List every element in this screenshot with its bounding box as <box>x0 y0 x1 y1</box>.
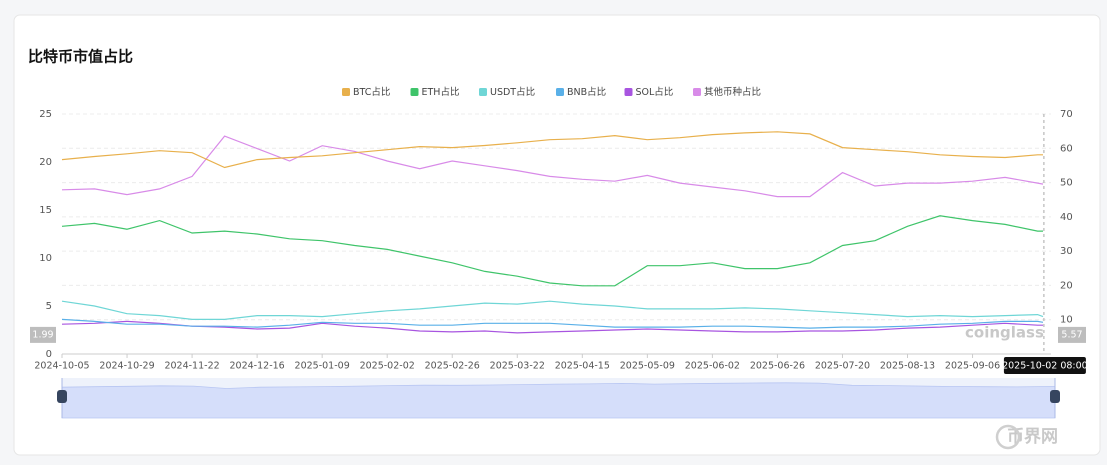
x-tick-label: 2025-06-26 <box>750 361 805 372</box>
crosshair-y-box <box>30 326 56 343</box>
y-tick-label: 20 <box>39 157 52 168</box>
crosshair-y2-label: 5.57 <box>1061 329 1082 340</box>
legend-swatch <box>479 88 487 96</box>
series-line <box>61 215 1043 287</box>
slider-area <box>61 382 1056 419</box>
series-line <box>61 135 1044 198</box>
y-tick-label: 25 <box>39 109 52 120</box>
slider-handle[interactable] <box>57 390 67 403</box>
y2-tick-label: 50 <box>1060 178 1073 189</box>
slider-handle[interactable] <box>1050 390 1060 403</box>
crosshair-y2-box <box>1058 326 1086 343</box>
y2-tick-label: 40 <box>1060 212 1073 223</box>
legend-label: BNB占比 <box>567 86 606 98</box>
x-tick-label: 2025-02-26 <box>425 361 480 372</box>
x-tick-label: 2025-05-09 <box>620 361 675 372</box>
y2-tick-label: 30 <box>1060 246 1073 257</box>
series-line <box>61 131 1043 169</box>
x-tick-label: 2025-03-22 <box>490 361 545 372</box>
y-tick-label: 10 <box>39 253 52 264</box>
legend-swatch <box>410 88 419 96</box>
crosshair-x-label: 2025-10-02 08:00 <box>1002 361 1088 372</box>
x-tick-label: 2025-07-20 <box>815 361 870 372</box>
series-line <box>61 320 1043 334</box>
y2-tick-label: 20 <box>1060 280 1073 291</box>
card <box>13 14 1101 456</box>
x-tick-label: 2025-06-02 <box>685 361 740 372</box>
logo-icon <box>995 424 1021 450</box>
watermark: coinglass <box>965 324 1044 342</box>
legend-label: ETH占比 <box>422 86 460 98</box>
chart-title: 比特币市值占比 <box>28 48 133 66</box>
legend-label: SOL占比 <box>636 86 674 98</box>
x-tick-label: 2025-02-02 <box>360 361 415 372</box>
series-line <box>61 300 1044 320</box>
legend-swatch <box>342 88 350 96</box>
y-tick-label: 0 <box>46 349 52 360</box>
legend-label: 其他币种占比 <box>704 86 761 98</box>
x-tick-label: 2025-01-09 <box>295 361 350 372</box>
y2-tick-label: 70 <box>1060 109 1073 120</box>
x-tick-label: 2024-10-29 <box>99 361 154 372</box>
legend-label: USDT占比 <box>490 86 535 98</box>
x-tick-label: 2024-12-16 <box>230 361 285 372</box>
crosshair-x-box <box>1003 357 1086 374</box>
site-logo: 币界网 <box>1007 427 1058 447</box>
y2-tick-label: 10 <box>1060 315 1073 326</box>
x-tick-label: 2025-09-06 <box>945 361 1000 372</box>
x-tick-label: 2024-11-22 <box>164 361 219 372</box>
x-tick-label: 2024-10-05 <box>34 361 89 372</box>
y-tick-label: 15 <box>39 205 52 216</box>
legend-swatch <box>693 88 701 96</box>
legend-label: BTC占比 <box>353 86 390 98</box>
crosshair-y-label: 1.99 <box>32 329 53 340</box>
x-tick-label: 2025-08-13 <box>880 361 935 372</box>
y-tick-label: 5 <box>46 301 52 312</box>
legend-swatch <box>624 88 633 96</box>
y2-tick-label: 60 <box>1060 143 1073 154</box>
series-line <box>61 318 1044 329</box>
x-tick-label: 2025-04-15 <box>555 361 610 372</box>
legend-swatch <box>556 88 564 96</box>
